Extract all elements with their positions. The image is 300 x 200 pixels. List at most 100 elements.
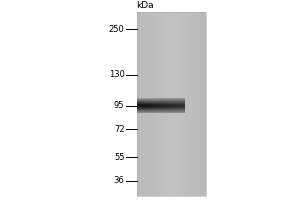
Bar [148, 111, 151, 112]
Bar [175, 107, 178, 108]
Bar [170, 12, 171, 196]
Bar [153, 101, 156, 102]
Bar [186, 12, 188, 196]
Bar [148, 112, 151, 113]
Bar [177, 112, 180, 113]
Bar [160, 112, 163, 113]
Bar [141, 111, 144, 112]
Bar [146, 107, 149, 108]
Bar [160, 109, 163, 110]
Bar [146, 109, 149, 110]
Bar [180, 109, 182, 110]
Bar [177, 106, 180, 107]
Bar [139, 112, 142, 113]
Bar [163, 107, 166, 108]
Bar [163, 106, 166, 107]
Bar [156, 108, 158, 109]
Bar [139, 102, 142, 103]
Bar [182, 112, 185, 113]
Bar [170, 108, 173, 109]
Bar [177, 105, 180, 106]
Bar [163, 104, 166, 105]
Bar [158, 105, 161, 106]
Bar [146, 106, 149, 107]
Bar [180, 112, 182, 113]
Bar [156, 111, 158, 112]
Bar [139, 106, 142, 107]
Bar [165, 103, 168, 104]
Bar [175, 106, 178, 107]
Bar [177, 104, 180, 105]
Bar [172, 103, 175, 104]
Bar [182, 111, 185, 112]
Bar [153, 110, 156, 111]
Bar [170, 104, 173, 105]
Bar [151, 102, 154, 103]
Bar [163, 99, 166, 100]
Bar [141, 108, 144, 109]
Bar [177, 98, 180, 99]
Bar [163, 108, 166, 109]
Bar [172, 107, 175, 108]
Bar [146, 102, 149, 103]
Bar [180, 107, 182, 108]
Bar [172, 109, 175, 110]
Bar [170, 101, 173, 102]
Bar [151, 107, 154, 108]
Bar [144, 100, 146, 101]
Bar [139, 111, 142, 112]
Bar [168, 109, 170, 110]
Bar [172, 107, 175, 108]
Bar [144, 111, 146, 112]
Bar [136, 109, 139, 110]
Bar [136, 106, 139, 107]
Bar [182, 99, 185, 100]
Bar [146, 110, 149, 111]
Bar [163, 102, 166, 103]
Bar [158, 104, 161, 105]
Bar [168, 112, 170, 113]
Bar [156, 99, 158, 100]
Bar [151, 101, 154, 102]
Bar [163, 110, 166, 111]
Bar [151, 111, 154, 112]
Bar [144, 107, 146, 108]
Bar [160, 106, 163, 107]
Bar [170, 106, 173, 107]
Bar [156, 110, 158, 111]
Bar [136, 112, 139, 113]
Bar [182, 107, 185, 108]
Bar [160, 105, 163, 106]
Bar [172, 106, 175, 107]
Bar [182, 112, 185, 113]
Bar [170, 112, 173, 113]
Bar [175, 100, 178, 101]
Bar [141, 110, 144, 111]
Bar [136, 108, 139, 109]
Bar [182, 110, 185, 111]
Bar [204, 12, 206, 196]
Bar [139, 101, 142, 102]
Bar [165, 98, 168, 99]
Bar [136, 105, 139, 106]
Bar [141, 102, 144, 103]
Bar [141, 12, 142, 196]
Bar [144, 101, 146, 102]
Bar [177, 103, 180, 104]
Bar [175, 110, 178, 111]
Bar [146, 98, 149, 99]
Bar [136, 104, 139, 105]
Bar [160, 106, 163, 107]
Bar [160, 108, 163, 109]
Bar [141, 103, 144, 104]
Text: kDa: kDa [136, 1, 154, 10]
Bar [170, 102, 173, 103]
Bar [180, 108, 182, 109]
Bar [199, 12, 200, 196]
Bar [153, 12, 154, 196]
Bar [165, 104, 168, 105]
Bar [158, 108, 161, 109]
Bar [179, 12, 181, 196]
Bar [141, 109, 144, 110]
Bar [180, 110, 182, 111]
